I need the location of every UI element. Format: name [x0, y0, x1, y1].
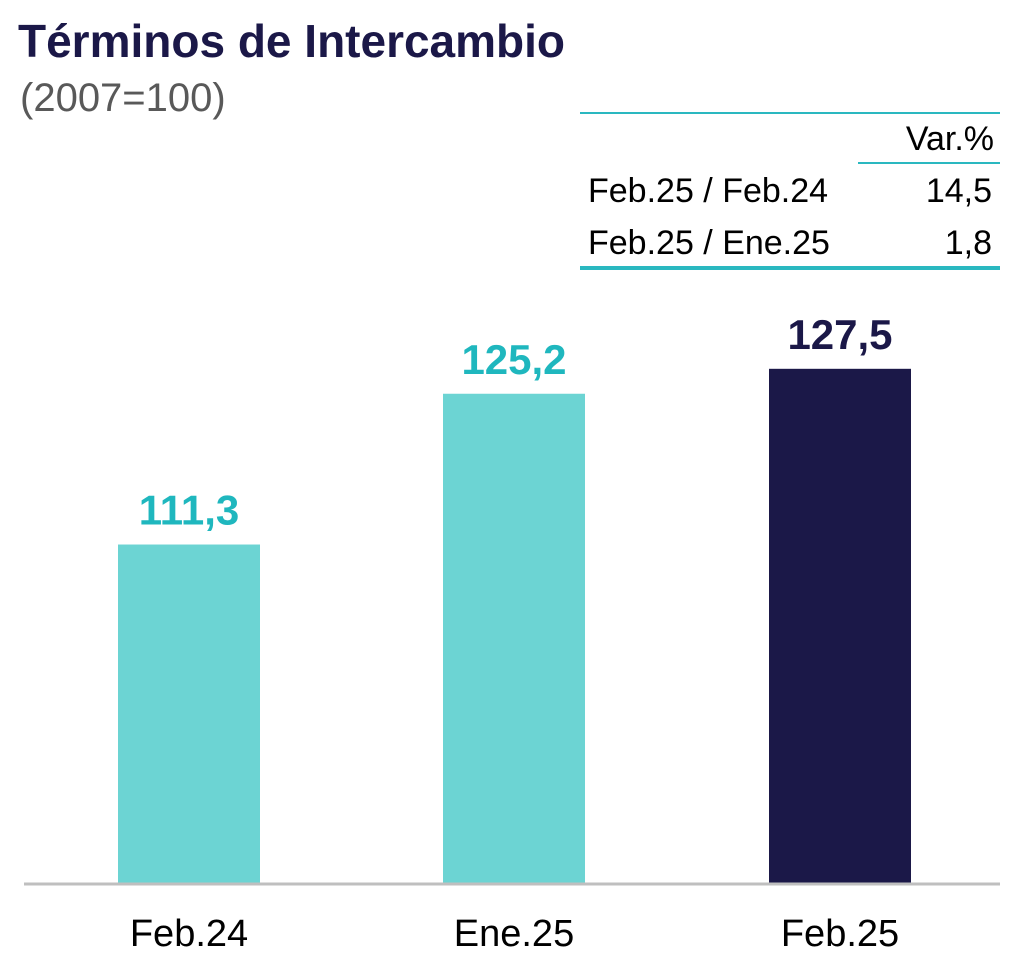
x-tick-label: Feb.25 [781, 913, 899, 955]
table-bottom-rule [580, 266, 1000, 270]
table-header-rule [858, 162, 1000, 164]
chart-subtitle: (2007=100) [20, 76, 226, 120]
variation-row-label: Feb.25 / Feb.24 [588, 172, 829, 210]
chart-title: Términos de Intercambio [18, 15, 566, 67]
x-tick-label: Feb.24 [130, 913, 248, 955]
variation-row-value: 1,8 [944, 224, 992, 262]
x-tick-label: Ene.25 [454, 913, 574, 955]
variation-table: Var.% Feb.25 / Feb.24 14,5 Feb.25 / Ene.… [580, 112, 1000, 270]
data-label: 127,5 [787, 311, 892, 358]
data-label: 125,2 [461, 336, 566, 383]
variation-row-label: Feb.25 / Ene.25 [588, 224, 830, 262]
variation-row-value: 14,5 [925, 172, 992, 210]
bar-feb-25 [769, 368, 911, 884]
bar-feb-24 [118, 544, 260, 884]
variation-column-header: Var.% [905, 120, 994, 158]
data-label: 111,3 [139, 487, 239, 534]
bar-ene-25 [443, 393, 585, 884]
table-top-rule [580, 112, 1000, 114]
